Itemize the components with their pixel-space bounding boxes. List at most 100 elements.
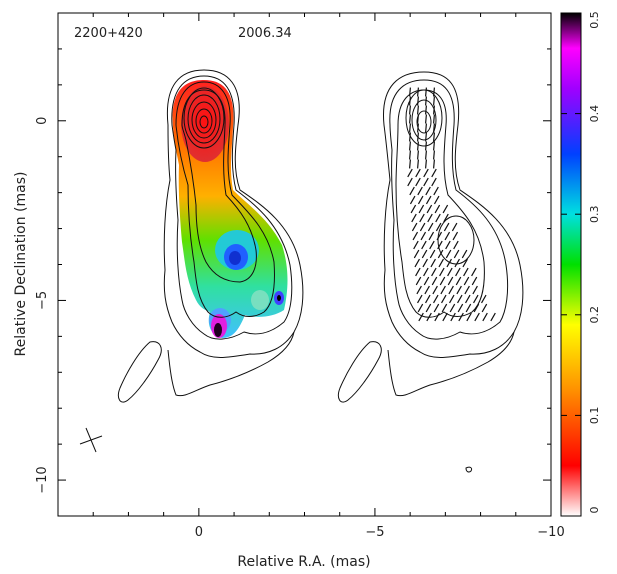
evpa-stick bbox=[431, 177, 437, 187]
evpa-stick bbox=[417, 123, 419, 133]
evpa-stick bbox=[418, 312, 424, 322]
evpa-stick bbox=[444, 231, 451, 241]
evpa-stick bbox=[425, 141, 427, 151]
evpa-stick bbox=[433, 294, 439, 304]
evpa-stick bbox=[411, 213, 417, 223]
evpa-stick bbox=[462, 258, 468, 268]
evpa-stick bbox=[417, 132, 419, 142]
evpa-stick bbox=[474, 312, 480, 322]
evpa-stick bbox=[455, 276, 462, 286]
evpa-stick bbox=[471, 276, 478, 286]
intensity-contours-left bbox=[117, 69, 304, 403]
evpa-stick bbox=[417, 96, 419, 106]
evpa-stick bbox=[465, 294, 471, 304]
x-tick-label: −10 bbox=[537, 525, 564, 540]
evpa-stick bbox=[425, 186, 431, 196]
evpa-stick bbox=[427, 213, 433, 223]
evpa-stick bbox=[414, 258, 420, 268]
evpa-stick bbox=[409, 114, 411, 124]
evpa-stick bbox=[425, 132, 427, 142]
evpa-stick bbox=[417, 105, 419, 115]
colorbar bbox=[560, 12, 582, 517]
evpa-stick bbox=[433, 87, 435, 97]
evpa-stick bbox=[481, 303, 488, 313]
evpa-stick bbox=[461, 249, 468, 259]
evpa-stick bbox=[434, 312, 440, 322]
evpa-stick bbox=[433, 303, 440, 313]
evpa-stick bbox=[417, 294, 423, 304]
evpa-stick bbox=[415, 276, 422, 286]
evpa-stick bbox=[431, 168, 437, 178]
evpa-stick bbox=[413, 249, 420, 259]
colorbar-tick-label: 0.5 bbox=[588, 11, 601, 29]
evpa-stick bbox=[425, 114, 427, 124]
evpa-stick bbox=[417, 186, 423, 196]
evpa-stick bbox=[409, 123, 411, 133]
evpa-stick bbox=[417, 303, 424, 313]
evpa-stick bbox=[464, 285, 470, 295]
evpa-stick bbox=[411, 222, 418, 232]
evpa-stick bbox=[409, 159, 411, 169]
evpa-stick bbox=[455, 267, 461, 277]
evpa-stick bbox=[433, 159, 435, 169]
evpa-stick bbox=[409, 87, 411, 97]
evpa-stick bbox=[447, 267, 453, 277]
evpa-stick bbox=[438, 258, 444, 268]
evpa-stick bbox=[421, 240, 427, 250]
evpa-stick bbox=[463, 267, 469, 277]
evpa-stick bbox=[435, 222, 442, 232]
evpa-stick bbox=[417, 114, 419, 124]
evpa-stick bbox=[409, 150, 411, 160]
evpa-stick bbox=[425, 105, 427, 115]
evpa-stick bbox=[429, 240, 435, 250]
beam-cross bbox=[79, 427, 103, 453]
evpa-stick bbox=[436, 231, 443, 241]
evpa-stick bbox=[407, 168, 413, 178]
evpa-stick bbox=[439, 267, 445, 277]
evpa-stick bbox=[417, 159, 419, 169]
colorbar-ticks: 0 0.1 0.2 0.3 0.4 0.5 bbox=[561, 11, 601, 517]
axis-ticks bbox=[58, 13, 552, 516]
evpa-stick bbox=[425, 195, 432, 205]
evpa-stick bbox=[433, 186, 439, 196]
x-axis-title: Relative R.A. (mas) bbox=[237, 554, 370, 570]
evpa-stick bbox=[449, 303, 456, 313]
evpa-stick bbox=[449, 294, 455, 304]
evpa-stick bbox=[409, 186, 415, 196]
evpa-stick bbox=[441, 294, 447, 304]
evpa-stick bbox=[452, 231, 459, 241]
evpa-stick bbox=[439, 276, 446, 286]
evpa-stick bbox=[433, 132, 435, 142]
evpa-stick bbox=[473, 294, 479, 304]
evpa-stick bbox=[425, 123, 427, 133]
colorbar-tick-label: 0.2 bbox=[588, 306, 601, 324]
evpa-stick bbox=[445, 240, 451, 250]
x-tick-label: 0 bbox=[195, 525, 203, 540]
evpa-stick bbox=[409, 195, 416, 205]
evpa-stick bbox=[473, 303, 480, 313]
evpa-stick bbox=[417, 141, 419, 151]
evpa-stick bbox=[425, 294, 431, 304]
evpa-stick bbox=[413, 240, 419, 250]
evpa-stick bbox=[423, 177, 429, 187]
evpa-stick bbox=[465, 303, 472, 313]
evpa-stick bbox=[423, 168, 429, 178]
evpa-stick bbox=[435, 213, 441, 223]
evpa-stick bbox=[421, 249, 428, 259]
evpa-stick bbox=[448, 285, 454, 295]
evpa-stick bbox=[457, 294, 463, 304]
evpa-stick bbox=[419, 222, 426, 232]
evpa-stick bbox=[433, 114, 435, 124]
evpa-stick bbox=[427, 222, 434, 232]
evpa-stick bbox=[417, 87, 419, 97]
evpa-stick bbox=[425, 96, 427, 106]
evpa-stick bbox=[482, 312, 488, 322]
colorbar-tick-label: 0 bbox=[588, 507, 601, 514]
evpa-stick bbox=[442, 204, 449, 214]
evpa-stick bbox=[440, 285, 446, 295]
intensity-contours-right bbox=[337, 71, 524, 473]
evpa-stick bbox=[409, 132, 411, 142]
evpa-stick bbox=[457, 303, 464, 313]
evpa-stick bbox=[425, 87, 427, 97]
